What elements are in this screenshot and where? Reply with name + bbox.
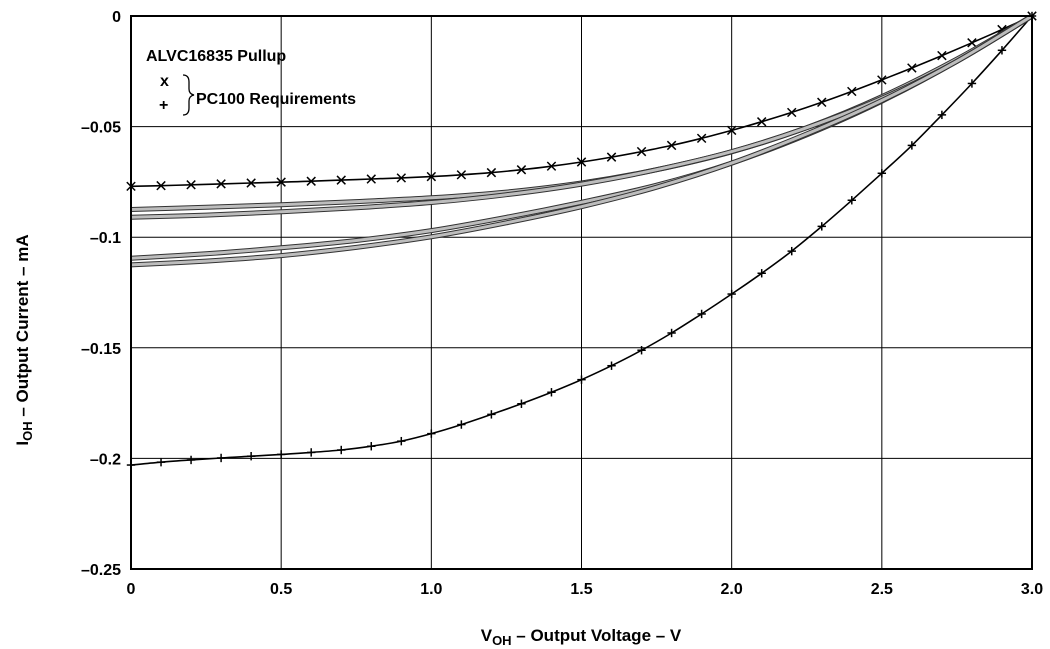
plus-marker — [246, 451, 256, 461]
x-marker — [636, 146, 647, 157]
plus-marker — [397, 436, 406, 446]
y-tick-label: –0.15 — [81, 341, 121, 358]
plus-marker — [276, 450, 286, 459]
x-tick-label: 0 — [127, 581, 136, 598]
plus-marker — [697, 309, 706, 319]
plus-marker — [757, 269, 766, 278]
x-marker — [366, 174, 376, 184]
plus-marker — [787, 246, 796, 256]
plus-marker — [577, 375, 586, 384]
plus-marker — [817, 222, 826, 231]
y-tick-label: 0 — [112, 9, 121, 26]
plus-marker — [937, 110, 947, 120]
y-tick-labels: 0 –0.05 –0.1 –0.15 –0.2 –0.25 — [81, 9, 121, 579]
x-marker — [336, 175, 346, 185]
plus-marker — [307, 448, 316, 457]
x-marker — [576, 157, 587, 167]
y-tick-label: –0.1 — [90, 230, 121, 247]
x-marker — [787, 107, 797, 118]
legend-marker-plus: + — [159, 97, 168, 114]
legend-brace — [182, 74, 195, 116]
x-marker — [847, 86, 857, 97]
y-tick-label: –0.05 — [81, 120, 121, 137]
y-tick-label: –0.25 — [81, 562, 121, 579]
plot-frame — [130, 15, 1033, 570]
plus-marker — [637, 346, 646, 355]
plus-marker — [727, 289, 736, 299]
y-tick-label: –0.2 — [90, 451, 121, 468]
x-marker — [216, 179, 226, 189]
plus-marker — [907, 141, 917, 150]
x-marker — [546, 161, 557, 171]
plus-marker — [427, 429, 436, 438]
x-marker — [666, 140, 677, 151]
x-marker — [726, 125, 737, 136]
x-marker — [156, 180, 166, 191]
x-marker — [967, 38, 977, 48]
plus-marker — [337, 445, 346, 455]
plus-marker — [487, 410, 496, 419]
x-axis-title: VOH – Output Voltage – V — [481, 626, 682, 648]
x-marker — [937, 50, 947, 61]
plus-marker — [367, 442, 376, 451]
grid-lines — [131, 16, 1032, 569]
x-marker — [696, 133, 707, 144]
plus-marker — [216, 453, 226, 463]
x-tick-label: 2.0 — [721, 581, 743, 598]
x-marker — [246, 178, 256, 188]
legend: ALVC16835 Pullup x + PC100 Requirements — [146, 48, 356, 116]
x-tick-label: 1.0 — [420, 581, 442, 598]
x-marker — [426, 171, 437, 182]
plus-marker — [457, 420, 466, 429]
x-marker — [276, 177, 286, 187]
plus-marker — [997, 46, 1007, 55]
series-layer — [126, 11, 1037, 470]
x-tick-label: 0.5 — [270, 581, 292, 598]
plus-marker — [847, 196, 856, 205]
plus-marker — [967, 79, 977, 88]
x-marker — [306, 176, 316, 186]
x-marker — [907, 63, 917, 73]
x-marker — [486, 167, 497, 178]
x-marker — [516, 165, 527, 175]
x-tick-label: 2.5 — [871, 581, 893, 598]
series-line-band — [130, 14, 1033, 267]
x-marker — [186, 180, 196, 190]
legend-title: ALVC16835 Pullup — [146, 48, 286, 65]
y-axis-title: IOH – Output Current – mA — [13, 234, 35, 445]
plus-marker — [547, 388, 556, 397]
x-marker — [456, 170, 467, 180]
legend-group-label: PC100 Requirements — [196, 91, 356, 108]
plus-marker — [667, 328, 676, 338]
plus-marker — [156, 457, 166, 467]
plus-marker — [877, 169, 887, 178]
plus-marker — [517, 399, 526, 408]
legend-marker-x: x — [160, 73, 169, 90]
x-tick-label: 1.5 — [570, 581, 592, 598]
x-tick-label: 3.0 — [1021, 581, 1043, 598]
x-marker — [817, 97, 827, 107]
x-marker — [756, 117, 767, 127]
plus-marker — [607, 361, 616, 370]
x-marker — [606, 152, 617, 162]
plus-marker — [186, 455, 196, 465]
x-marker — [877, 75, 887, 85]
x-tick-labels: 0 0.5 1.0 1.5 2.0 2.5 3.0 — [127, 581, 1044, 598]
x-marker — [396, 173, 407, 183]
